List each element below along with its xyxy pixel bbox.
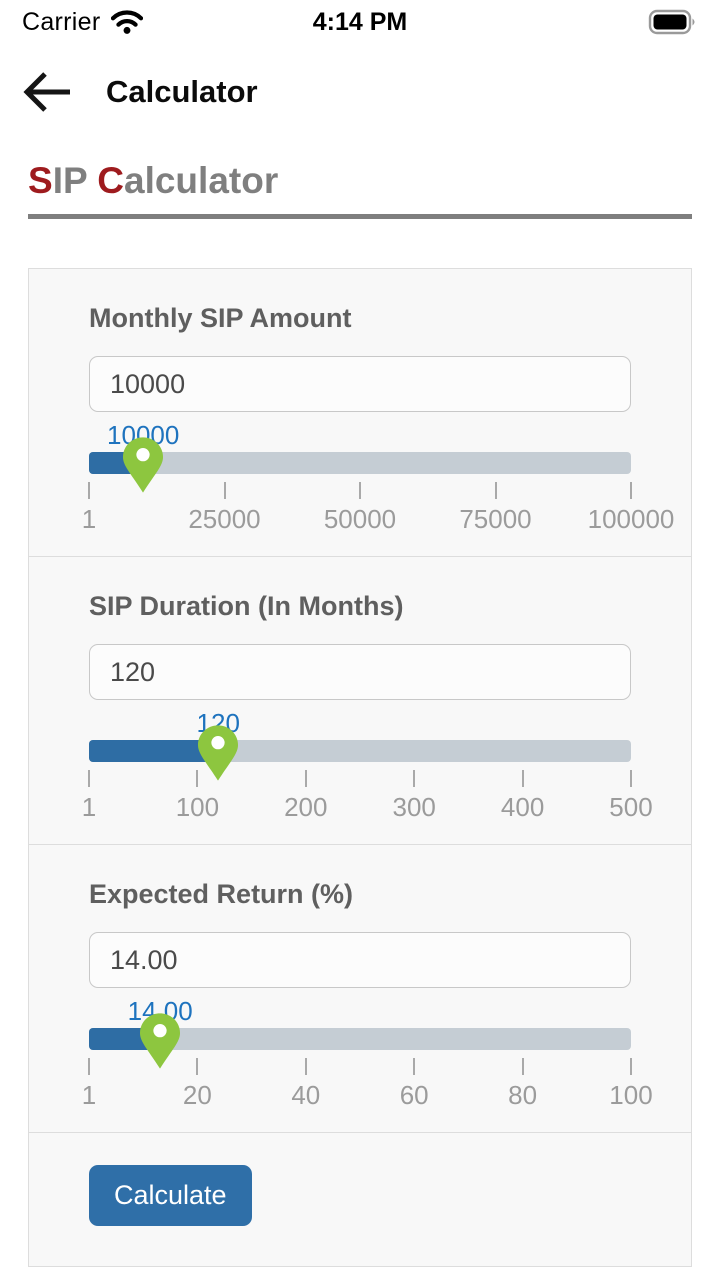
sip-duration-input[interactable] [89, 644, 631, 700]
slider-tick-label: 80 [508, 1080, 538, 1110]
sip-duration-slider[interactable]: 120 1 100 200 300 400 500 [82, 708, 653, 826]
slider-pin-handle[interactable] [119, 436, 167, 494]
slider-tick-label: 300 [392, 792, 436, 822]
slider-tick-mark [196, 1058, 199, 1075]
expected-return-label: Expected Return (%) [89, 879, 354, 909]
slider-ticks: 1 25000 50000 75000 100000 [82, 474, 674, 538]
slider-tick-mark [494, 482, 497, 499]
sip-calculator-card: Monthly SIP Amount 10000 125000500007500… [28, 268, 692, 1267]
clock: 4:14 PM [312, 7, 408, 36]
heading-text-alculator: alculator [124, 160, 279, 201]
slider-tick-label: 100 [175, 792, 220, 822]
slider-tick-label: 40 [291, 1080, 321, 1110]
battery-icon [648, 9, 698, 35]
back-arrow-icon[interactable] [22, 69, 74, 115]
expected-return-input[interactable] [89, 932, 631, 988]
slider-tick-mark [521, 770, 524, 787]
monthly-sip-amount-label: Monthly SIP Amount [89, 303, 352, 333]
status-bar: Carrier 4:14 PM [0, 0, 720, 44]
monthly-sip-amount-section: Monthly SIP Amount 10000 125000500007500… [29, 269, 691, 557]
slider-tick-label: 25000 [188, 504, 261, 534]
slider-tick-mark [413, 1058, 416, 1075]
slider-tick-label: 75000 [459, 504, 532, 534]
slider-tick-label: 50000 [323, 504, 397, 534]
wifi-icon [110, 9, 143, 39]
slider-tick-label: 20 [182, 1080, 212, 1110]
slider-pin-handle[interactable] [194, 724, 242, 782]
slider-tick-mark [413, 770, 416, 787]
sip-calculator-heading: SIP Calculator [28, 160, 692, 202]
slider-tick-mark [359, 482, 361, 499]
slider-tick-mark [630, 1058, 632, 1075]
slider-pin-handle[interactable] [136, 1012, 184, 1070]
slider-tick-mark [304, 1058, 307, 1075]
slider-track[interactable] [89, 725, 631, 781]
page-title: Calculator [106, 74, 258, 109]
sip-duration-label: SIP Duration (In Months) [89, 591, 404, 621]
monthly-sip-amount-slider[interactable]: 10000 1 25000 50000 75000 100000 [82, 420, 675, 538]
slider-tick-label: 1 [81, 504, 97, 534]
slider-tick-label: 60 [399, 1080, 429, 1110]
slider-ticks: 1 20 40 60 80 100 [82, 1050, 653, 1114]
app-header: Calculator [22, 66, 720, 118]
monthly-sip-amount-input[interactable] [89, 356, 631, 412]
slider-tick-label: 1 [81, 1080, 97, 1110]
slider-tick-label: 400 [500, 792, 545, 822]
heading-accent-c: C [97, 160, 124, 201]
slider-tick-mark [196, 770, 199, 787]
sip-duration-section: SIP Duration (In Months) 120 11002003004… [29, 557, 691, 845]
heading-accent-s: S [28, 160, 53, 201]
slider-tick-label: 100 [609, 1080, 653, 1110]
slider-fill [89, 740, 219, 762]
heading-text-ip: IP [52, 160, 98, 201]
heading-underline [28, 214, 692, 219]
slider-tick-label: 1 [81, 792, 97, 822]
slider-tick-mark [304, 770, 307, 787]
carrier-label: Carrier [22, 7, 101, 36]
slider-tick-mark [88, 1058, 90, 1075]
slider-tick-label: 100000 [587, 504, 675, 534]
slider-tick-mark [630, 770, 632, 787]
slider-tick-mark [223, 482, 226, 499]
slider-tick-mark [88, 770, 90, 787]
slider-tick-mark [88, 482, 90, 499]
slider-ticks: 1 100 200 300 400 500 [82, 762, 653, 826]
calculate-button[interactable]: Calculate [89, 1165, 252, 1226]
slider-track[interactable] [89, 1013, 631, 1069]
slider-tick-mark [630, 482, 632, 499]
slider-tick-label: 500 [609, 792, 653, 822]
button-section: Calculate [29, 1133, 691, 1266]
slider-track[interactable] [89, 437, 631, 493]
slider-tick-label: 200 [284, 792, 328, 822]
slider-tick-mark [521, 1058, 524, 1075]
expected-return-slider[interactable]: 14.00 1 20 40 60 80 100 [82, 996, 653, 1114]
